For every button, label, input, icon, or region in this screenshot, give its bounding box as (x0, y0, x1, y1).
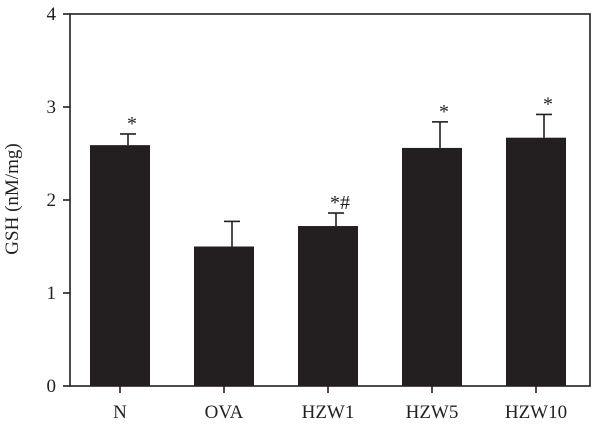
y-tick-label: 4 (47, 4, 57, 25)
bar-n (90, 145, 150, 386)
y-tick-label: 1 (47, 283, 57, 304)
bar-ova (194, 246, 254, 386)
bar-hzw10 (506, 137, 566, 386)
bars (90, 137, 566, 386)
y-axis-label: GSH (nM/mg) (2, 143, 23, 254)
y-tick-label: 0 (47, 376, 57, 397)
significance-mark-hzw10: * (543, 93, 553, 115)
significance-mark-hzw5: * (439, 101, 449, 123)
significance-marks: * *# * * (127, 93, 553, 214)
y-tick-label: 3 (47, 97, 57, 118)
x-tick-label: HZW1 (302, 402, 355, 423)
error-bars (120, 113, 552, 247)
significance-mark-n: * (127, 113, 137, 135)
x-ticks: N OVA HZW1 HZW5 HZW10 (113, 386, 567, 423)
y-tick-label: 2 (47, 190, 57, 211)
bar-hzw1 (298, 226, 358, 386)
x-tick-label: OVA (205, 402, 244, 423)
bar-hzw5 (402, 147, 462, 386)
x-tick-label: HZW10 (505, 402, 567, 423)
y-ticks: 0 1 2 3 4 (47, 4, 70, 397)
x-tick-label: N (113, 402, 127, 423)
significance-mark-hzw1: *# (330, 192, 350, 214)
x-tick-label: HZW5 (406, 402, 459, 423)
